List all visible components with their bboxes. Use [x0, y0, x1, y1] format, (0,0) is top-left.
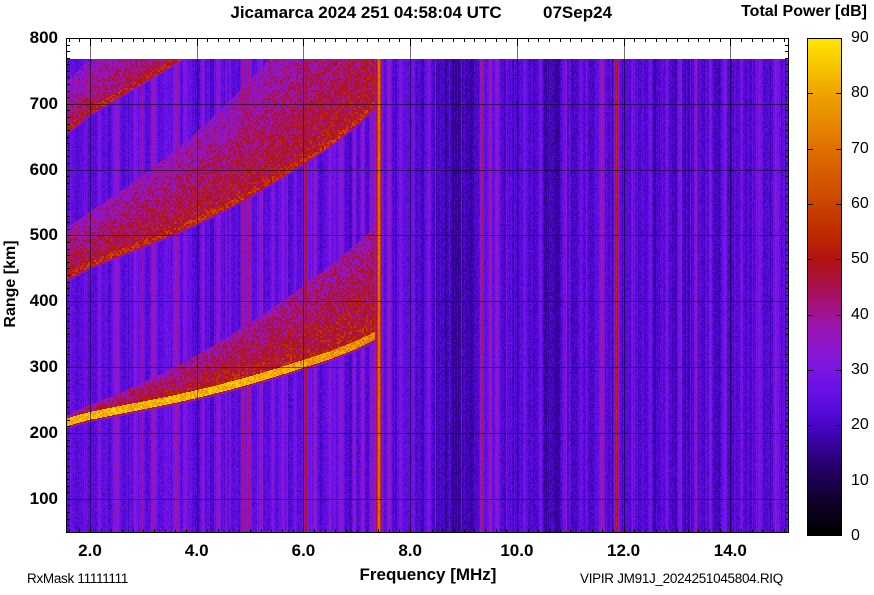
y-tick-label: 700: [29, 93, 58, 113]
colorbar-title: Total Power [dB]: [741, 3, 867, 20]
y-tick-label: 500: [29, 225, 58, 245]
x-tick-label: 12.0: [607, 541, 641, 560]
x-tick-label: 10.0: [500, 541, 534, 560]
file-label: VIPIR JM91J_2024251045804.RIQ: [580, 571, 783, 586]
chart-title: Jicamarca 2024 251 04:58:04 UTC: [230, 3, 502, 22]
x-tick-label: 4.0: [184, 541, 209, 560]
x-axis-label: Frequency [MHz]: [359, 565, 497, 584]
colorbar-tick-label: 80: [851, 84, 869, 102]
x-tick-label: 14.0: [713, 541, 747, 560]
colorbar-tick-label: 20: [851, 416, 869, 434]
colorbar-tick-label: 30: [851, 361, 869, 378]
y-tick-label: 100: [29, 488, 58, 508]
y-tick-label: 300: [29, 357, 58, 377]
y-tick-label: 200: [29, 422, 58, 442]
x-tick-label: 6.0: [291, 541, 316, 560]
colorbar-canvas: [807, 38, 842, 536]
colorbar-tick-label: 50: [851, 250, 869, 268]
chart-date: 07Sep24: [543, 3, 612, 22]
x-tick-label: 8.0: [398, 541, 422, 560]
y-tick-label: 800: [29, 28, 58, 47]
colorbar-tick-label: 10: [851, 471, 869, 489]
colorbar-tick-label: 0: [851, 527, 860, 544]
rx-mask-label: RxMask 11111111: [27, 571, 129, 586]
y-tick-label: 600: [29, 159, 58, 179]
plot-canvas: [66, 38, 789, 533]
x-tick-label: 2.0: [78, 541, 102, 560]
colorbar-tick-label: 60: [851, 195, 869, 212]
colorbar-tick-label: 70: [851, 139, 869, 157]
y-tick-label: 400: [29, 291, 58, 311]
colorbar-tick-label: 90: [851, 29, 869, 46]
colorbar-tick-label: 40: [851, 305, 869, 323]
